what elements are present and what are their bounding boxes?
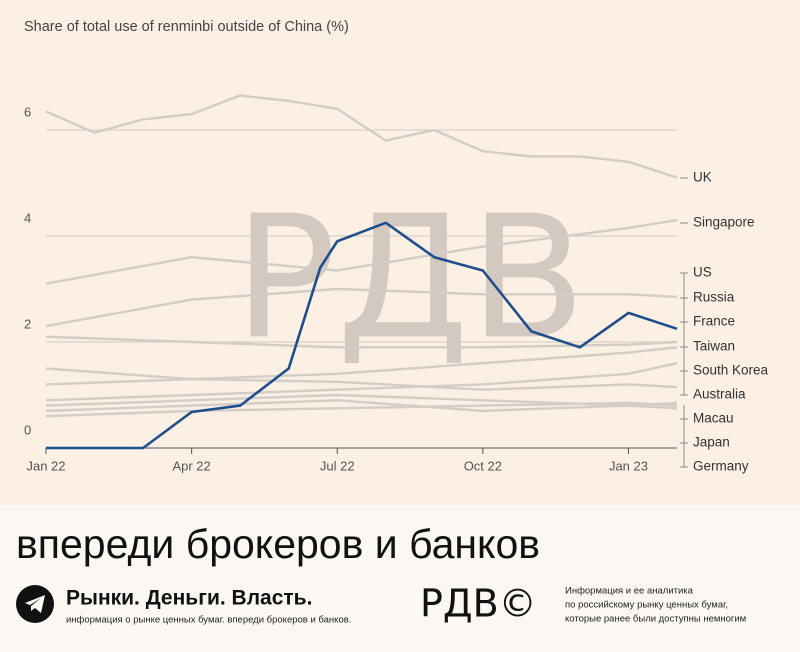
series-line bbox=[45, 287, 678, 328]
legend-label: Russia bbox=[693, 290, 735, 305]
x-tick-label: Oct 22 bbox=[464, 458, 502, 473]
x-tick-label: Jan 23 bbox=[609, 458, 648, 473]
series-line bbox=[45, 362, 678, 402]
series-line bbox=[46, 221, 678, 450]
legend-label: UK bbox=[693, 170, 712, 185]
channel-name: Рынки. Деньги. Власть. bbox=[66, 587, 312, 610]
x-tick-label: Jan 22 bbox=[26, 458, 65, 473]
legend-label: Macau bbox=[693, 411, 734, 426]
series-line bbox=[45, 401, 678, 418]
series-line bbox=[45, 218, 678, 285]
x-tick-label: Apr 22 bbox=[172, 458, 210, 473]
y-tick-label: 4 bbox=[24, 210, 31, 225]
y-tick-label: 0 bbox=[24, 422, 31, 437]
series-line bbox=[45, 346, 678, 381]
banner-background bbox=[0, 505, 800, 652]
legend-label: South Korea bbox=[693, 363, 769, 378]
legend-label: Singapore bbox=[693, 215, 755, 230]
series-line bbox=[45, 377, 678, 391]
legend-label: France bbox=[693, 314, 735, 329]
chart-title: Share of total use of renminbi outside o… bbox=[24, 19, 349, 35]
y-tick-label: 2 bbox=[24, 316, 31, 331]
series-line bbox=[45, 335, 678, 349]
series-line bbox=[45, 94, 678, 179]
about-line: по российскому рынку ценных бумаг, bbox=[565, 600, 728, 611]
legend-label: Germany bbox=[693, 459, 749, 474]
legend-label: Japan bbox=[693, 435, 730, 450]
telegram-plane bbox=[25, 595, 45, 613]
legend-label: Australia bbox=[693, 387, 746, 402]
series-line bbox=[45, 399, 678, 413]
slogan: впереди брокеров и банков bbox=[16, 521, 540, 567]
x-tick-label: Jul 22 bbox=[320, 458, 355, 473]
watermark: PДB bbox=[234, 179, 586, 377]
legend-label: US bbox=[693, 265, 712, 280]
channel-subtitle: информация о рынке ценных бумаг. впереди… bbox=[66, 615, 351, 626]
plot-area: 0 2 4 6 Jan 22 Apr 22 Jul 22 Oct 22 Jan 23 UK Sing… bbox=[24, 94, 769, 474]
logo: PДB© bbox=[420, 582, 537, 626]
legend-label: Taiwan bbox=[693, 339, 735, 354]
chart-background bbox=[0, 0, 800, 505]
about-line: которые ранее были доступны немногим bbox=[565, 614, 746, 625]
y-tick-label: 6 bbox=[24, 104, 31, 119]
about-line: Информация и ее аналитика bbox=[565, 586, 694, 597]
